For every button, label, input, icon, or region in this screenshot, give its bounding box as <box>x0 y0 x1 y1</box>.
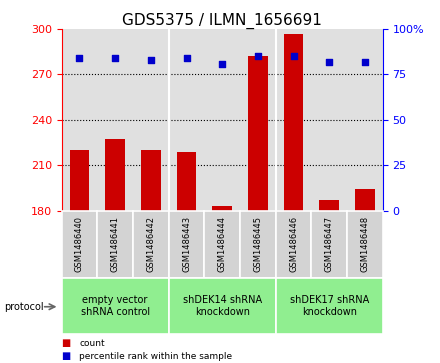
Text: shDEK14 shRNA
knockdown: shDEK14 shRNA knockdown <box>183 295 262 317</box>
Bar <box>248 56 268 211</box>
Text: GSM1486448: GSM1486448 <box>360 216 370 272</box>
Bar <box>105 139 125 211</box>
Bar <box>355 189 375 211</box>
Point <box>361 59 368 65</box>
Text: GSM1486441: GSM1486441 <box>110 216 120 272</box>
Text: percentile rank within the sample: percentile rank within the sample <box>79 352 232 361</box>
Text: ■: ■ <box>62 338 71 348</box>
Point <box>147 57 154 63</box>
Point <box>112 55 119 61</box>
Point <box>183 55 190 61</box>
Bar <box>319 200 339 211</box>
Bar <box>284 33 304 211</box>
Text: ■: ■ <box>62 351 71 362</box>
Bar <box>141 150 161 211</box>
Point <box>76 55 83 61</box>
Bar <box>97 211 133 278</box>
Bar <box>169 278 276 334</box>
Text: shDEK17 shRNA
knockdown: shDEK17 shRNA knockdown <box>290 295 369 317</box>
Text: GSM1486442: GSM1486442 <box>147 216 155 272</box>
Title: GDS5375 / ILMN_1656691: GDS5375 / ILMN_1656691 <box>122 13 322 29</box>
Text: GSM1486443: GSM1486443 <box>182 216 191 272</box>
Text: empty vector
shRNA control: empty vector shRNA control <box>81 295 150 317</box>
Text: protocol: protocol <box>4 302 44 312</box>
Text: GSM1486446: GSM1486446 <box>289 216 298 272</box>
Bar <box>213 206 232 211</box>
Bar <box>276 211 312 278</box>
Text: GSM1486445: GSM1486445 <box>253 216 262 272</box>
Bar <box>240 211 276 278</box>
Bar <box>276 278 383 334</box>
Bar <box>347 211 383 278</box>
Bar <box>70 150 89 211</box>
Text: GSM1486440: GSM1486440 <box>75 216 84 272</box>
Bar <box>177 152 196 211</box>
Text: count: count <box>79 339 105 347</box>
Bar <box>62 278 169 334</box>
Bar <box>204 211 240 278</box>
Bar <box>312 211 347 278</box>
Point <box>219 61 226 66</box>
Text: GSM1486447: GSM1486447 <box>325 216 334 272</box>
Text: GSM1486444: GSM1486444 <box>218 216 227 272</box>
Bar <box>133 211 169 278</box>
Point <box>326 59 333 65</box>
Bar <box>62 211 97 278</box>
Point <box>290 53 297 59</box>
Point <box>254 53 261 59</box>
Bar <box>169 211 204 278</box>
